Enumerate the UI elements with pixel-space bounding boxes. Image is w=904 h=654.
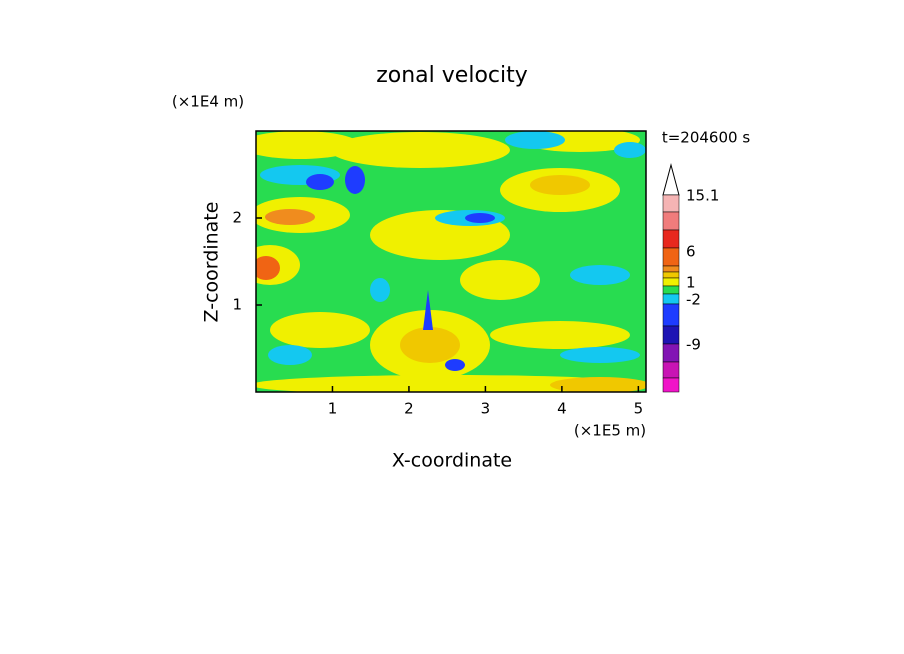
x-axis-label: X-coordinate: [392, 450, 512, 472]
colorbar-segment: [662, 285, 680, 295]
colorbar-segment: [662, 211, 680, 231]
colorbar-segment: [662, 303, 680, 327]
colorbar-segment: [662, 325, 680, 345]
colorbar-segment: [662, 293, 680, 305]
colorbar-segment: [662, 194, 680, 213]
colorbar-segment: [662, 277, 680, 287]
y-axis-label: Z-coordinate: [201, 202, 223, 323]
colorbar-tick-label: 1: [686, 274, 696, 292]
plot-frame: [255, 130, 647, 393]
y-tick-label: 1: [232, 296, 242, 314]
x-tick-label: 3: [481, 400, 491, 418]
colorbar-tick-label: 6: [686, 243, 696, 261]
colorbar-tick-label: -2: [686, 291, 701, 309]
chart-title: zonal velocity: [376, 63, 528, 88]
contour-field: [256, 131, 646, 392]
x-tick-label: 2: [404, 400, 414, 418]
colorbar-tick-label: -9: [686, 336, 701, 354]
x-unit: (×1E5 m): [574, 422, 646, 440]
colorbar-segment: [662, 265, 680, 273]
colorbar-segment: [662, 343, 680, 363]
colorbar-segment: [662, 247, 680, 267]
x-tick-label: 4: [557, 400, 567, 418]
time-label: t=204600 s: [662, 129, 750, 147]
colorbar-segment: [662, 361, 680, 379]
colorbar-segment: [662, 271, 680, 279]
colorbar-segment: [662, 377, 680, 393]
colorbar-arrow: [662, 163, 680, 196]
colorbar-segment: [662, 229, 680, 249]
colorbar-tick-label: 15.1: [686, 187, 719, 205]
x-tick-label: 1: [328, 400, 338, 418]
x-tick-label: 5: [634, 400, 644, 418]
y-tick-label: 2: [232, 209, 242, 227]
y-unit: (×1E4 m): [172, 93, 244, 111]
